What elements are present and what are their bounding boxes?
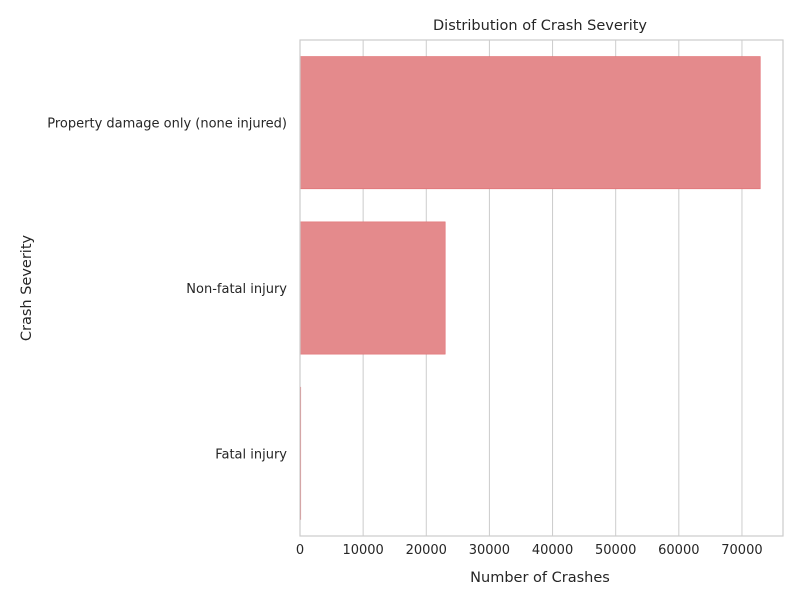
plot-border: [299, 39, 784, 537]
x-tick-label: 50000: [595, 543, 636, 558]
chart-title: Distribution of Crash Severity: [433, 18, 647, 34]
plot-frame: [299, 39, 784, 537]
y-tick-labels: Property damage only (none injured) Non-f…: [47, 117, 287, 463]
bar: [299, 56, 761, 190]
x-tick-label: 10000: [342, 543, 383, 558]
x-tick-label: 30000: [469, 543, 510, 558]
x-tick-label: 60000: [658, 543, 699, 558]
y-tick-label: Non-fatal injury: [186, 282, 287, 297]
x-axis-label: Number of Crashes: [470, 570, 610, 586]
x-tick-label: 20000: [406, 543, 447, 558]
y-tick-label: Fatal injury: [215, 447, 287, 462]
x-tick-label: 0: [296, 543, 304, 558]
x-tick-labels: 0 10000 20000 30000 40000 50000 60000 70000: [296, 543, 763, 558]
bars: [299, 56, 761, 520]
y-tick-label: Property damage only (none injured): [47, 117, 287, 132]
x-tick-label: 40000: [532, 543, 573, 558]
bar: [299, 221, 446, 355]
x-tick-label: 70000: [721, 543, 762, 558]
y-axis-label: Crash Severity: [19, 234, 35, 341]
